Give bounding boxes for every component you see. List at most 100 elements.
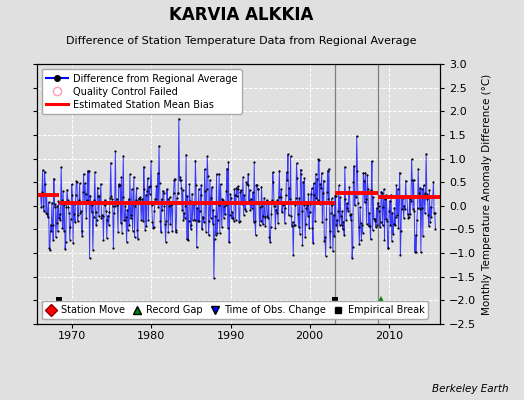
Point — [181, 214, 189, 221]
Point — [322, 216, 331, 222]
Point — [159, 188, 167, 194]
Point — [308, 185, 316, 192]
Point — [80, 171, 88, 177]
Point — [89, 246, 97, 253]
Point — [293, 175, 301, 182]
Point — [260, 214, 269, 220]
Point — [350, 163, 358, 169]
Point — [286, 196, 294, 202]
Point — [414, 190, 423, 196]
Point — [391, 222, 399, 228]
Point — [90, 196, 99, 203]
Point — [312, 170, 320, 177]
Point — [329, 248, 337, 255]
Point — [408, 176, 417, 183]
Point — [233, 193, 241, 200]
Point — [210, 275, 218, 281]
Point — [108, 195, 116, 202]
Point — [268, 197, 276, 203]
Point — [51, 201, 59, 208]
Point — [428, 194, 436, 200]
Point — [131, 203, 139, 210]
Point — [234, 183, 242, 190]
Point — [335, 182, 343, 189]
Point — [383, 192, 391, 198]
Point — [323, 189, 331, 195]
Point — [46, 222, 54, 228]
Point — [40, 168, 49, 175]
Point — [266, 238, 274, 245]
Point — [377, 188, 385, 195]
Point — [48, 200, 56, 206]
Point — [147, 158, 155, 164]
Point — [47, 228, 56, 234]
Point — [99, 236, 107, 243]
Point — [375, 208, 384, 214]
Point — [277, 186, 286, 192]
Point — [385, 208, 394, 214]
Point — [380, 186, 388, 192]
Point — [259, 212, 268, 219]
Point — [116, 182, 124, 188]
Point — [113, 195, 121, 202]
Point — [120, 217, 128, 224]
Point — [277, 193, 285, 200]
Point — [325, 228, 334, 234]
Point — [396, 170, 404, 176]
Point — [171, 176, 179, 182]
Point — [114, 228, 122, 235]
Point — [67, 216, 75, 222]
Point — [417, 249, 425, 255]
Point — [104, 212, 112, 219]
Point — [383, 218, 391, 224]
Point — [121, 217, 129, 224]
Point — [272, 210, 281, 216]
Point — [392, 182, 400, 188]
Point — [217, 224, 226, 230]
Point — [194, 186, 203, 192]
Point — [359, 169, 367, 176]
Point — [353, 133, 361, 140]
Point — [358, 222, 366, 228]
Point — [166, 194, 174, 200]
Point — [193, 205, 202, 211]
Point — [90, 214, 98, 220]
Point — [301, 234, 309, 240]
Point — [221, 211, 230, 218]
Point — [38, 167, 47, 173]
Point — [70, 211, 79, 217]
Point — [374, 200, 382, 206]
Point — [333, 228, 342, 234]
Point — [40, 208, 48, 214]
Point — [201, 166, 209, 172]
Point — [41, 180, 49, 187]
Point — [312, 195, 321, 202]
Point — [280, 219, 289, 226]
Point — [298, 208, 306, 215]
Point — [183, 192, 192, 199]
Point — [141, 192, 150, 198]
Point — [178, 207, 187, 213]
Point — [299, 178, 308, 185]
Point — [370, 215, 379, 222]
Point — [102, 208, 110, 214]
Point — [384, 245, 392, 251]
Point — [243, 181, 251, 187]
Point — [274, 220, 282, 226]
Point — [62, 238, 70, 245]
Point — [270, 202, 278, 209]
Point — [249, 189, 257, 196]
Point — [152, 183, 160, 190]
Point — [413, 217, 421, 224]
Point — [386, 198, 394, 204]
Point — [331, 193, 340, 199]
Point — [227, 215, 236, 222]
Point — [416, 185, 424, 191]
Point — [343, 205, 352, 211]
Point — [119, 153, 127, 159]
Point — [250, 159, 258, 165]
Point — [315, 201, 324, 208]
Point — [410, 208, 419, 214]
Point — [109, 245, 117, 252]
Point — [335, 221, 344, 228]
